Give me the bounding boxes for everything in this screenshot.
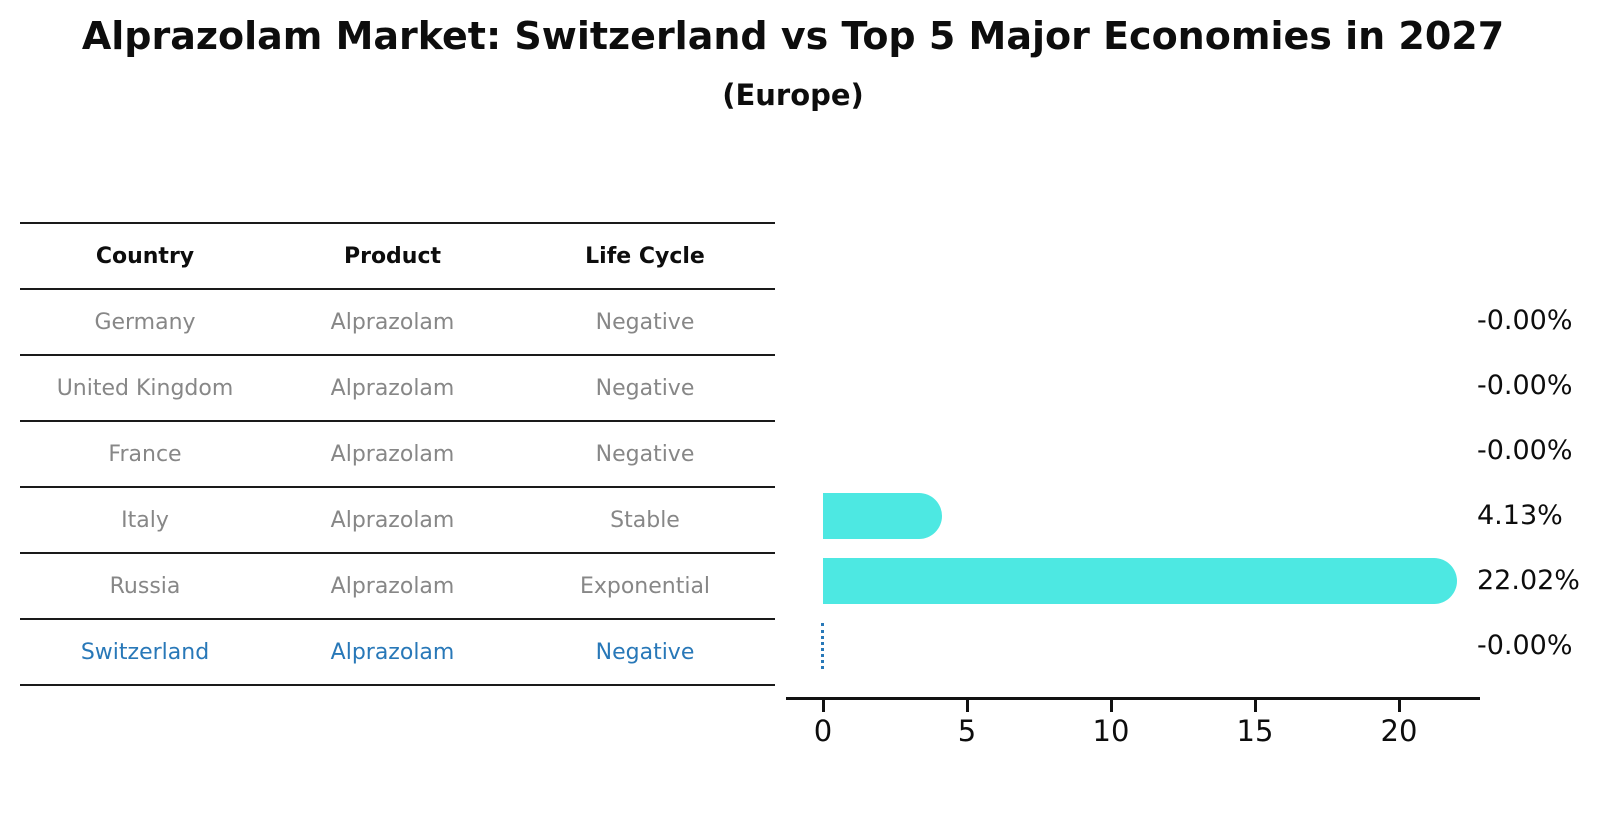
table-row: United Kingdom Alprazolam Negative xyxy=(20,354,775,420)
x-axis-tick-label: 20 xyxy=(1380,714,1418,748)
x-axis-tick-label: 0 xyxy=(813,714,833,748)
table-cell-product: Alprazolam xyxy=(330,441,455,467)
table-header-cell: Product xyxy=(343,243,442,269)
comparison-table: Country Product Life Cycle Germany Alprazola… xyxy=(20,222,775,686)
x-axis-tick xyxy=(1110,700,1113,712)
table-cell-country: Russia xyxy=(109,573,181,599)
value-label: -0.00% xyxy=(1477,434,1573,466)
table-row: Germany Alprazolam Negative xyxy=(20,288,775,354)
table-cell-product: Alprazolam xyxy=(330,573,455,599)
value-label-column: -0.00% -0.00% -0.00% 4.13% 22.02% -0.00% xyxy=(1477,222,1604,697)
page-title: Alprazolam Market: Switzerland vs Top 5 … xyxy=(81,14,1505,58)
value-label: -0.00% xyxy=(1477,369,1573,401)
bar-chart: 0 5 10 15 20 xyxy=(786,222,1480,748)
table-cell-life-cycle: Negative xyxy=(595,309,695,335)
table-cell-country: Germany xyxy=(94,309,196,335)
table-cell-country: United Kingdom xyxy=(56,375,234,401)
x-axis-tick xyxy=(966,700,969,712)
value-label: -0.00% xyxy=(1477,629,1573,661)
table-cell-life-cycle: Exponential xyxy=(579,573,711,599)
table-header-cell: Country xyxy=(95,243,195,269)
value-label: 4.13% xyxy=(1477,499,1563,531)
x-axis-tick xyxy=(822,700,825,712)
table-cell-product: Alprazolam xyxy=(330,309,455,335)
table-row: Switzerland Alprazolam Negative xyxy=(20,618,775,686)
table-cell-life-cycle: Negative xyxy=(595,441,695,467)
table-cell-life-cycle: Stable xyxy=(610,507,680,533)
x-axis-tick-label: 5 xyxy=(957,714,977,748)
table-cell-product: Alprazolam xyxy=(330,375,455,401)
highlight-zero-marker-line xyxy=(821,622,824,669)
bar-russia xyxy=(823,557,1458,604)
table-cell-life-cycle: Negative xyxy=(595,375,695,401)
table-row: France Alprazolam Negative xyxy=(20,420,775,486)
table-row: Italy Alprazolam Stable xyxy=(20,486,775,552)
page-subtitle: (Europe) xyxy=(722,78,864,112)
table-cell-product: Alprazolam xyxy=(330,507,455,533)
table-cell-product: Alprazolam xyxy=(330,639,455,665)
bar-italy xyxy=(823,492,942,539)
table-cell-life-cycle: Negative xyxy=(595,639,695,665)
table-row: Russia Alprazolam Exponential xyxy=(20,552,775,618)
x-axis-tick-label: 10 xyxy=(1092,714,1130,748)
table-cell-country: France xyxy=(108,441,182,467)
x-axis-tick xyxy=(1398,700,1401,712)
value-label: 22.02% xyxy=(1477,564,1580,596)
x-axis-tick xyxy=(1254,700,1257,712)
table-cell-country: Switzerland xyxy=(80,639,210,665)
table-header-cell: Life Cycle xyxy=(585,243,705,269)
table-header-row: Country Product Life Cycle xyxy=(20,222,775,288)
x-axis-tick-label: 15 xyxy=(1236,714,1274,748)
table-cell-country: Italy xyxy=(121,507,169,533)
value-label: -0.00% xyxy=(1477,304,1573,336)
